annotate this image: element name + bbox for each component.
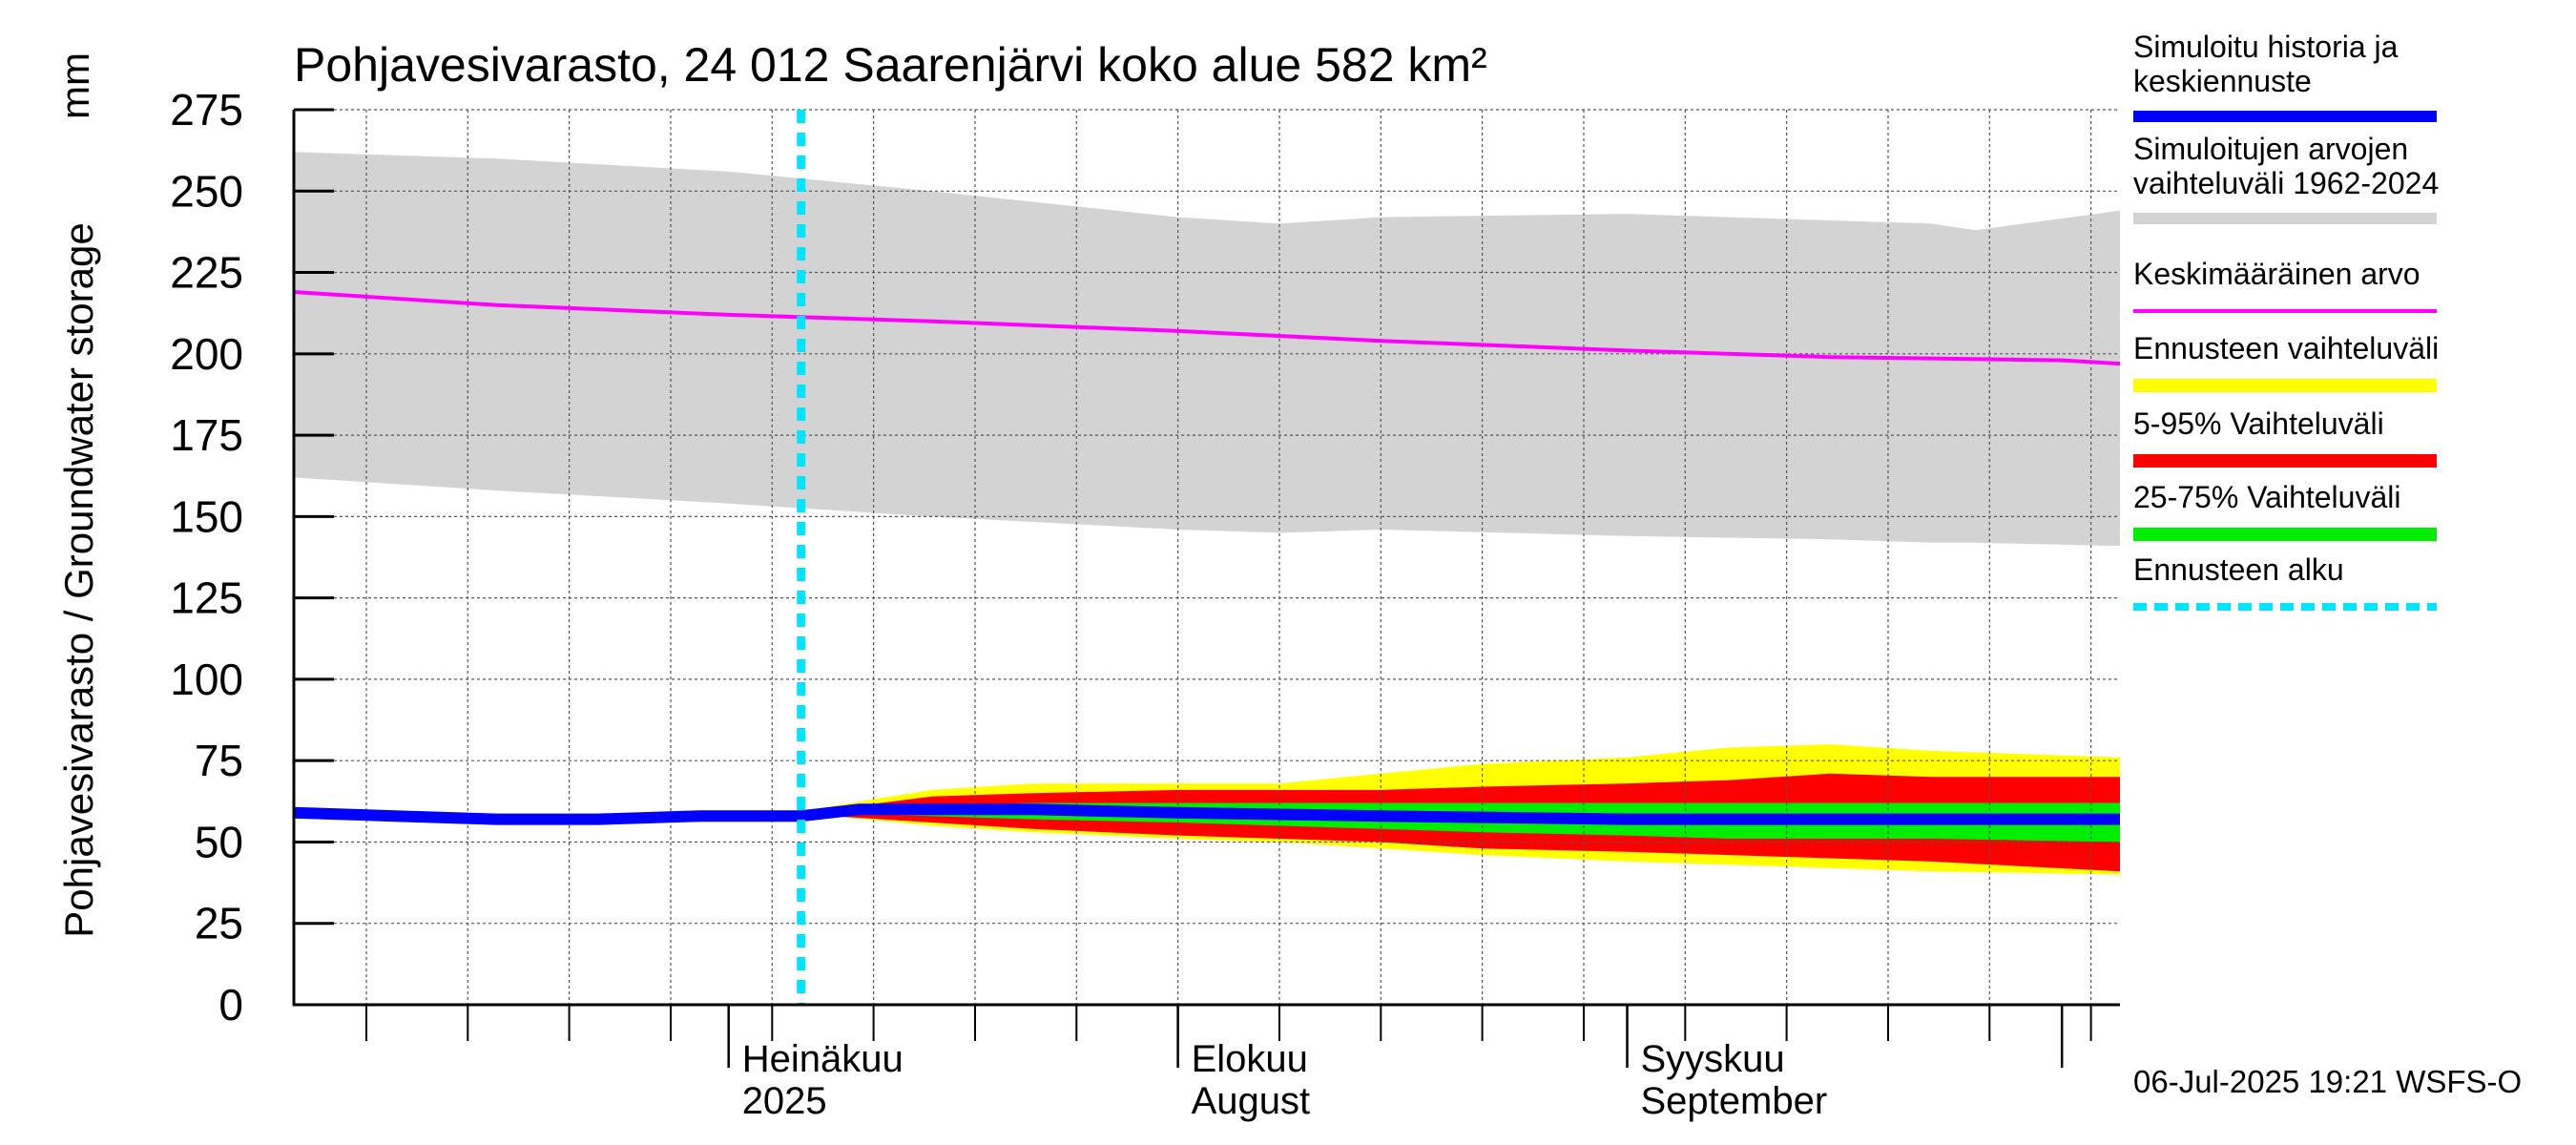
x-tick-label-year: 2025 bbox=[742, 1080, 827, 1122]
legend-item: Ennusteen alku bbox=[2133, 552, 2437, 611]
y-tick-label: 225 bbox=[170, 248, 243, 298]
legend-item: Keskimääräinen arvo bbox=[2133, 257, 2437, 313]
y-tick-label: 150 bbox=[170, 491, 243, 541]
x-tick-label-year: August bbox=[1192, 1080, 1311, 1122]
y-tick-label: 200 bbox=[170, 329, 243, 379]
y-tick-label: 75 bbox=[195, 736, 243, 785]
chart-title: Pohjavesivarasto, 24 012 Saarenjärvi kok… bbox=[294, 38, 1487, 92]
plot-grid bbox=[294, 109, 2120, 1005]
plot-axes: 0 25 50 75 100 125 150 175 200 225 250 275 Heinäkuu2… bbox=[170, 85, 2120, 1122]
y-unit-label: mm bbox=[52, 52, 97, 119]
legend-label: Simuloitujen arvojen bbox=[2133, 132, 2408, 166]
y-tick-label: 275 bbox=[170, 85, 243, 135]
x-tick-label-month: Elokuu bbox=[1192, 1038, 1308, 1080]
y-tick-label: 125 bbox=[170, 573, 243, 623]
x-tick-label-month: Syyskuu bbox=[1641, 1038, 1785, 1080]
historical-range-band bbox=[294, 152, 2120, 547]
x-tick-label-month: Heinäkuu bbox=[742, 1038, 904, 1080]
legend-label-line2: vaihteluväli 1962-2024 bbox=[2133, 166, 2439, 200]
legend-item: 5-95% Vaihteluväli bbox=[2133, 406, 2437, 468]
y-tick-label: 250 bbox=[170, 166, 243, 216]
plot-bands bbox=[294, 110, 2120, 1005]
legend-item: 25-75% Vaihteluväli bbox=[2133, 480, 2437, 541]
legend-item: Ennusteen vaihteluväli bbox=[2133, 331, 2439, 392]
y-tick-label: 175 bbox=[170, 410, 243, 460]
legend-label-line2: keskiennuste bbox=[2133, 64, 2312, 98]
simulated-mean-line bbox=[293, 803, 2120, 825]
y-tick-label: 50 bbox=[195, 818, 243, 867]
legend-label: Ennusteen alku bbox=[2133, 552, 2344, 587]
y-axis-label: Pohjavesivarasto / Groundwater storage bbox=[56, 222, 101, 937]
legend-label: 5-95% Vaihteluväli bbox=[2133, 406, 2384, 441]
plot-lines bbox=[293, 110, 2121, 1005]
legend-label: Keskimääräinen arvo bbox=[2133, 257, 2420, 291]
y-tick-label: 0 bbox=[218, 980, 243, 1030]
y-tick-label: 100 bbox=[170, 655, 243, 704]
x-tick-label-year: September bbox=[1641, 1080, 1828, 1122]
legend-label: Ennusteen vaihteluväli bbox=[2133, 331, 2439, 365]
legend: Simuloitu historia jakeskiennusteSimuloi… bbox=[2133, 30, 2439, 611]
legend-label: 25-75% Vaihteluväli bbox=[2133, 480, 2400, 514]
y-tick-label: 25 bbox=[195, 899, 243, 948]
mean-value-line bbox=[293, 290, 2121, 366]
footer-timestamp: 06-Jul-2025 19:21 WSFS-O bbox=[2133, 1064, 2522, 1099]
legend-label: Simuloitu historia ja bbox=[2133, 30, 2399, 64]
